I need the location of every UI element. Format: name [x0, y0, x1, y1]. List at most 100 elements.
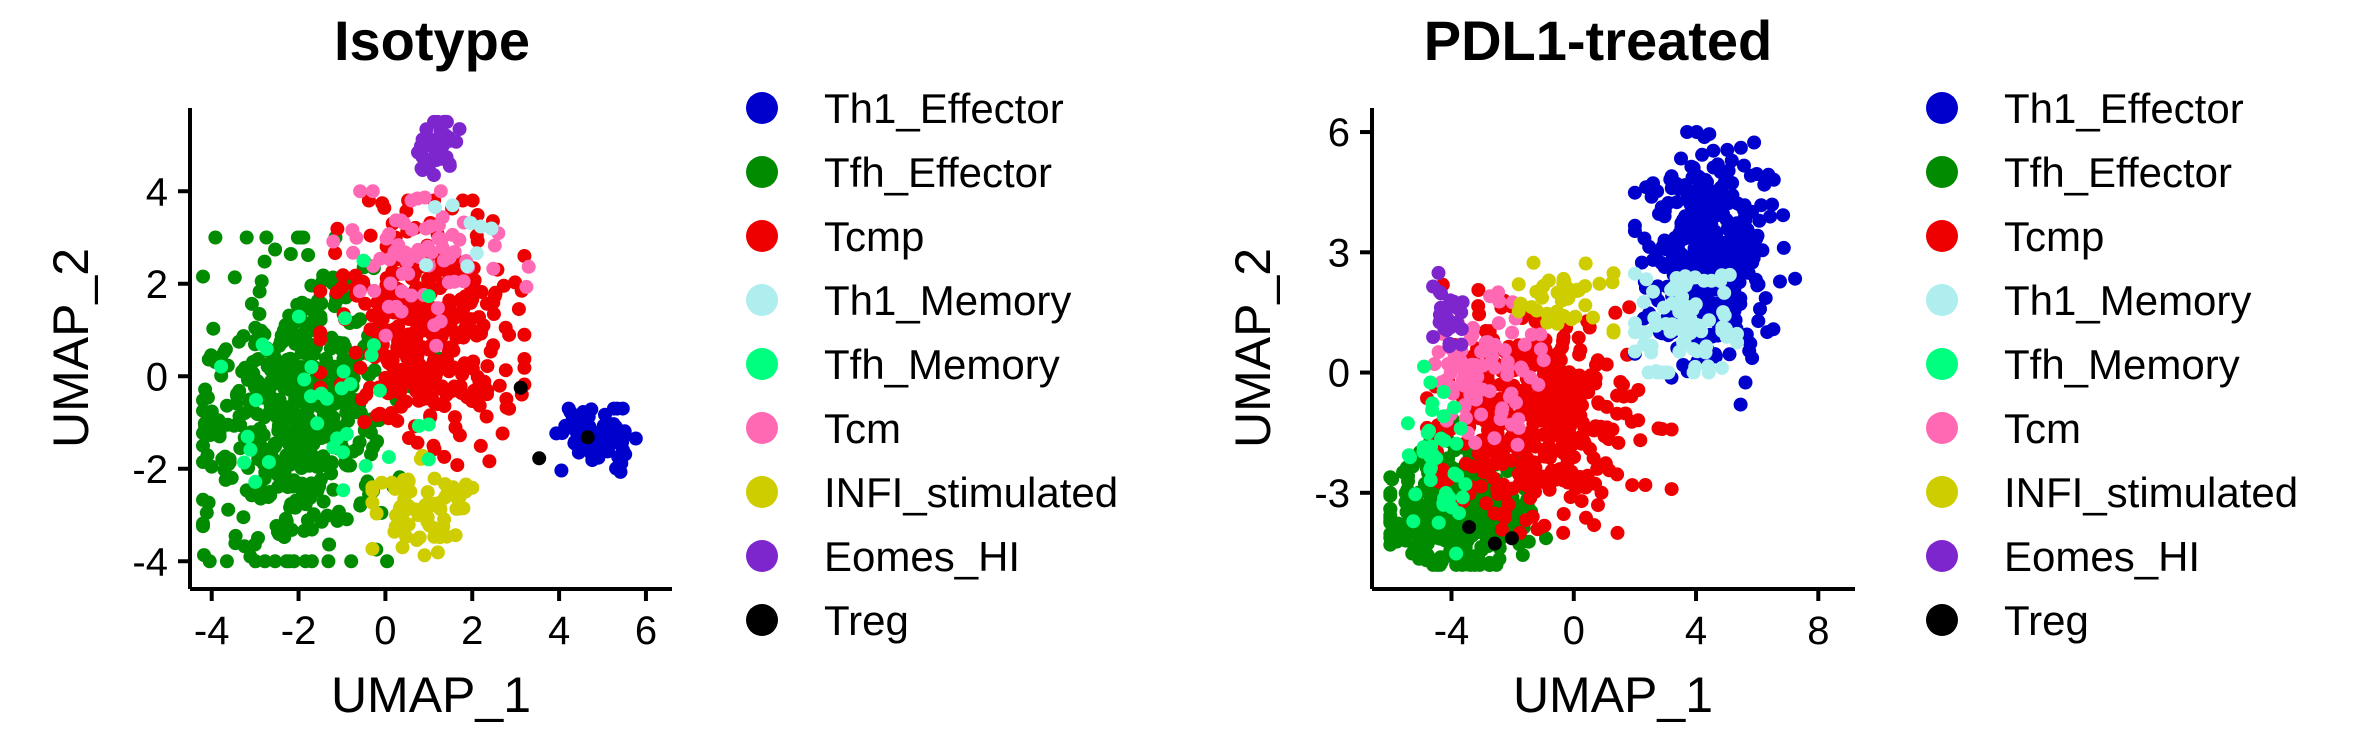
point-tfh-memory	[381, 450, 396, 465]
point-tcm	[431, 218, 446, 233]
point-tfh-effector	[196, 403, 210, 418]
point-eomes-hi	[452, 122, 467, 137]
point-th1-memory	[1680, 300, 1695, 315]
point-th1-effector	[615, 401, 630, 416]
point-tfh-effector	[228, 536, 243, 551]
point-th1-memory	[460, 259, 475, 274]
point-tfh-memory	[1423, 375, 1438, 390]
point-eomes-hi	[1454, 337, 1469, 352]
y-tick-label: -3	[1314, 472, 1350, 516]
point-tcmp	[482, 454, 497, 469]
point-tcmp	[1588, 419, 1603, 434]
point-infi-stimulated	[1524, 300, 1539, 315]
point-tcm	[395, 266, 410, 281]
legend: Th1_Effector Tfh_Effector Tcmp Th1_Memory Tf…	[746, 85, 1118, 644]
point-tcm	[367, 283, 382, 298]
point-tcm	[427, 318, 442, 333]
point-tcm	[1536, 353, 1551, 368]
legend-swatch	[746, 540, 778, 572]
point-tfh-effector	[319, 405, 334, 420]
point-tcmp	[1592, 459, 1607, 474]
point-tcmp	[1610, 388, 1625, 403]
point-infi-stimulated	[418, 498, 433, 513]
legend-item-th1-effector: Th1_Effector	[1926, 85, 2244, 132]
point-tcm	[373, 251, 388, 266]
point-tfh-effector	[316, 494, 331, 509]
point-th1-effector	[1727, 285, 1742, 300]
point-th1-effector	[1674, 220, 1689, 235]
point-tcmp	[313, 284, 328, 299]
point-tcmp	[1555, 435, 1570, 450]
point-tfh-effector	[208, 230, 223, 245]
point-tfh-effector	[326, 482, 341, 497]
point-tcmp	[498, 363, 513, 378]
point-th1-effector	[1669, 195, 1684, 210]
point-tcmp	[1505, 481, 1520, 496]
point-th1-effector	[1776, 240, 1791, 255]
point-infi-stimulated	[399, 486, 413, 500]
point-tfh-effector	[367, 363, 382, 378]
x-tick-label: -4	[1434, 609, 1470, 653]
point-tcm	[1465, 328, 1480, 342]
point-tcmp	[424, 269, 439, 284]
point-th1-effector	[584, 402, 599, 417]
point-tfh-effector	[219, 554, 234, 569]
point-tcm	[418, 221, 433, 236]
legend-item-tfh-effector: Tfh_Effector	[746, 149, 1052, 196]
point-tcmp	[474, 285, 489, 299]
point-tcmp	[432, 355, 447, 370]
point-tfh-memory	[1426, 448, 1441, 462]
point-th1-effector	[1765, 197, 1780, 212]
point-tcmp	[435, 379, 449, 394]
point-th1-effector	[1627, 185, 1642, 200]
point-tcm	[349, 230, 364, 245]
point-th1-effector	[1750, 228, 1765, 243]
point-tcm	[1497, 343, 1512, 358]
point-tfh-memory	[297, 372, 312, 387]
point-tfh-memory	[1437, 491, 1452, 506]
point-tfh-effector	[332, 335, 347, 350]
legend-label: Treg	[824, 597, 909, 644]
point-th1-memory	[463, 216, 478, 230]
point-tfh-effector	[313, 458, 328, 473]
point-infi-stimulated	[401, 499, 416, 514]
point-tfh-memory	[1449, 436, 1464, 451]
point-infi-stimulated	[401, 474, 416, 489]
point-tfh-effector	[212, 429, 227, 444]
point-th1-effector	[1627, 224, 1642, 238]
point-tfh-memory	[1406, 514, 1421, 529]
point-tfh-effector	[336, 352, 351, 367]
point-tcm	[441, 275, 456, 290]
point-th1-memory	[1718, 321, 1733, 336]
point-tcmp	[1556, 507, 1571, 521]
point-tcm	[1487, 431, 1502, 446]
legend-label: Th1_Memory	[824, 277, 1071, 324]
point-tcm	[1502, 389, 1517, 404]
point-tfh-effector	[196, 269, 210, 284]
point-th1-memory	[1636, 295, 1651, 310]
point-th1-effector	[1694, 177, 1709, 192]
point-tcmp	[1487, 506, 1502, 521]
legend: Th1_Effector Tfh_Effector Tcmp Th1_Memory Tf…	[1926, 85, 2298, 644]
point-tfh-memory	[249, 393, 263, 407]
point-eomes-hi	[1426, 330, 1441, 344]
point-tfh-memory	[421, 289, 436, 304]
legend-swatch	[1926, 476, 1958, 508]
point-tcmp	[442, 364, 457, 379]
point-infi-stimulated	[452, 501, 467, 516]
point-infi-stimulated	[1557, 274, 1572, 288]
point-tfh-effector	[1424, 493, 1439, 508]
point-tcm	[1458, 411, 1473, 426]
point-tcm	[486, 261, 501, 276]
point-tcmp	[488, 285, 503, 300]
point-th1-effector	[616, 430, 631, 445]
y-tick-label: -2	[132, 448, 168, 492]
point-tcmp	[450, 458, 465, 473]
point-tcmp	[381, 411, 396, 426]
point-tfh-effector	[1473, 524, 1488, 539]
point-tfh-effector	[199, 505, 214, 520]
point-tfh-effector	[324, 466, 339, 481]
legend-swatch	[746, 348, 778, 380]
point-eomes-hi	[430, 114, 445, 129]
points-layer	[1383, 125, 1803, 572]
